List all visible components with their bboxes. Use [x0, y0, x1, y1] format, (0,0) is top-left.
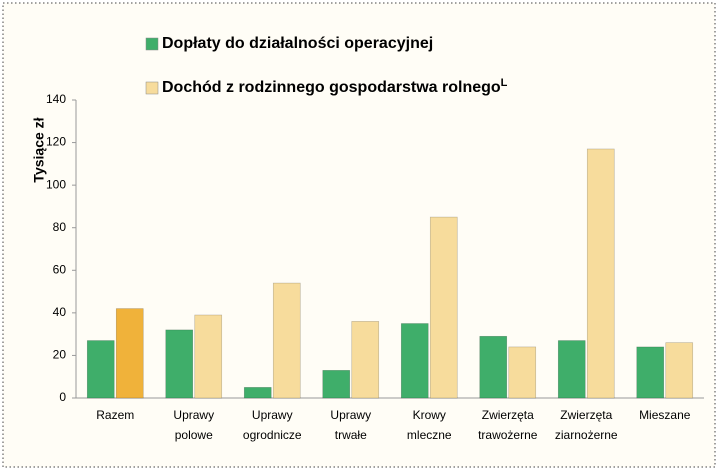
bar — [636, 346, 665, 399]
y-tick-label: 140 — [46, 92, 66, 106]
x-tick-line: Uprawy — [330, 408, 371, 422]
legend-label: Dopłaty do działalności operacyjnej — [162, 35, 433, 52]
bar — [400, 323, 429, 399]
x-tick-line: trawożerne — [478, 428, 538, 442]
x-tick-line: Zwierzęta — [560, 408, 612, 422]
x-tick-line: Krowy — [413, 408, 446, 422]
x-tick-line: Uprawy — [252, 408, 293, 422]
y-tick-label: 20 — [53, 348, 67, 362]
y-axis-label: Tysiące zł — [31, 117, 47, 182]
bar — [322, 370, 351, 399]
x-tick-label: Krowy mleczne — [407, 408, 452, 442]
bar — [243, 387, 272, 399]
bar — [272, 282, 301, 399]
bar — [586, 148, 615, 399]
y-tick-label: 100 — [46, 177, 66, 191]
legend-footnote: L — [501, 77, 508, 89]
bar — [508, 346, 537, 399]
bar — [351, 321, 380, 399]
legend-label: Dochód z rodzinnego gospodarstwa rolnego… — [162, 77, 508, 96]
legend-swatch — [145, 81, 159, 95]
bar — [479, 335, 508, 399]
bar — [557, 340, 586, 399]
bar — [165, 329, 194, 399]
legend-name: Dochód z rodzinnego gospodarstwa rolnego — [162, 79, 501, 96]
legend-swatch — [145, 37, 159, 51]
x-tick-line: Zwierzęta — [482, 408, 534, 422]
x-tick-label: Uprawy ogrodnicze — [243, 408, 302, 442]
x-tick-label: Razem — [96, 408, 134, 422]
y-tick-label: 60 — [53, 262, 67, 276]
x-tick-line: ziarnożerne — [555, 428, 618, 442]
x-tick-label: Zwierzęta trawożerne — [478, 408, 538, 442]
x-tick-label: Zwierzęta ziarnożerne — [555, 408, 618, 442]
bar — [194, 314, 223, 399]
x-tick-line: trwałe — [335, 428, 367, 442]
x-tick-label: Uprawy polowe — [173, 408, 214, 442]
bar — [665, 342, 694, 399]
x-tick-label: Mieszane — [639, 408, 691, 422]
y-tick-label: 0 — [59, 390, 66, 404]
y-tick-label: 120 — [46, 135, 66, 149]
bar — [429, 216, 458, 399]
x-tick-line: polowe — [175, 428, 213, 442]
legend-name: Dopłaty do działalności operacyjnej — [162, 35, 433, 52]
bar — [86, 340, 115, 399]
y-tick-label: 80 — [53, 220, 67, 234]
x-tick-line: mleczne — [407, 428, 452, 442]
bar — [115, 308, 144, 399]
x-tick-line: ogrodnicze — [243, 428, 302, 442]
x-tick-line: Uprawy — [173, 408, 214, 422]
y-tick-label: 40 — [53, 305, 67, 319]
x-tick-label: Uprawy trwałe — [330, 408, 371, 442]
